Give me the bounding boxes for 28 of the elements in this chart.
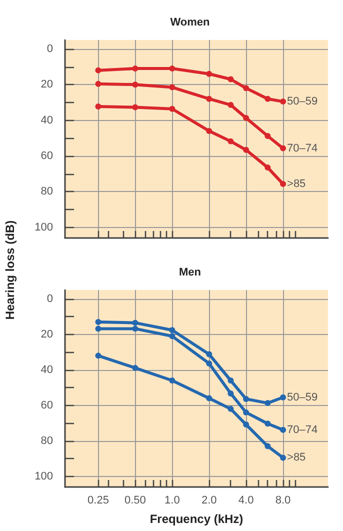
y-tick-label: 80 xyxy=(40,186,53,198)
y-tick-label: 80 xyxy=(40,434,53,447)
y-axis-title: Hearing loss (dB) xyxy=(3,220,17,320)
chart-title: Men xyxy=(179,266,202,278)
y-tick-label: 0 xyxy=(46,42,53,55)
series-label: 50–59 xyxy=(287,96,318,108)
y-tick-label: 40 xyxy=(40,114,53,126)
y-tick-label: 100 xyxy=(34,221,53,234)
y-tick-label: 20 xyxy=(40,328,53,340)
x-tick-label: 2.0 xyxy=(201,494,217,506)
chart-title: Women xyxy=(170,16,210,28)
series-label: 70–74 xyxy=(287,142,318,154)
x-axis-title: Frequency (kHz) xyxy=(150,512,244,526)
y-tick-label: 0 xyxy=(46,292,53,305)
x-tick-label: 0.50 xyxy=(124,494,146,506)
x-tick-label: 8.0 xyxy=(275,494,291,506)
y-tick-label: 100 xyxy=(34,470,53,482)
y-tick-label: 60 xyxy=(40,150,53,162)
y-tick-label: 20 xyxy=(40,78,53,91)
series-label: >85 xyxy=(287,452,306,464)
series-label: 50–59 xyxy=(287,391,318,404)
y-tick-label: 40 xyxy=(40,364,53,376)
x-tick-label: 1.0 xyxy=(164,494,180,506)
series-label: >85 xyxy=(287,178,306,190)
series-label: 70–74 xyxy=(287,424,318,436)
x-tick-label: 0.25 xyxy=(88,494,109,506)
y-tick-label: 60 xyxy=(40,399,53,412)
x-tick-label: 4.0 xyxy=(238,494,254,506)
